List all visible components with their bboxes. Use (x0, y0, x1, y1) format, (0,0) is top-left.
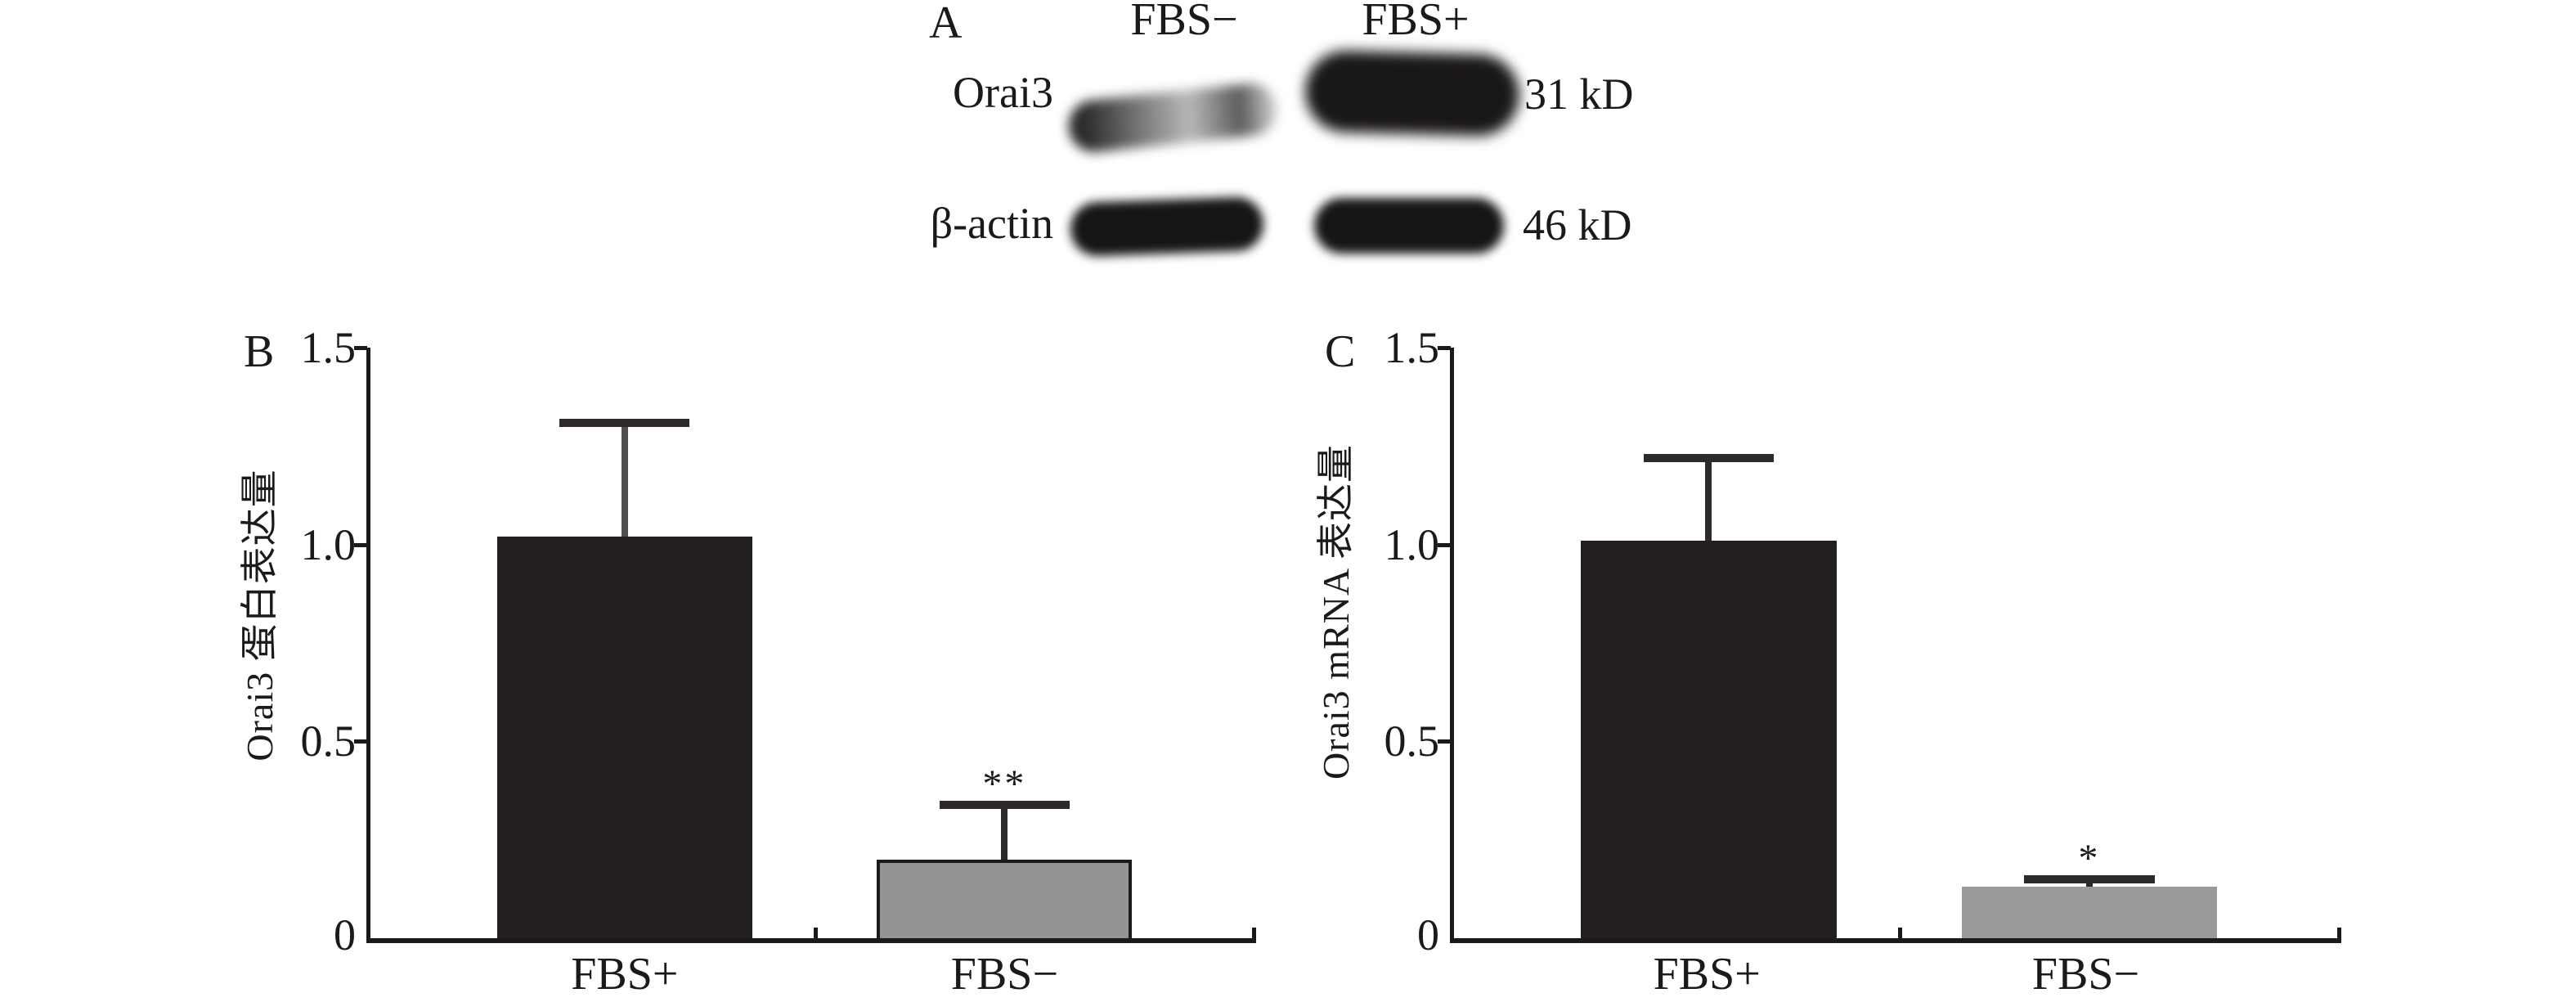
panel-c-label: C (1325, 326, 1356, 377)
x-category-fbs-plus: FBS+ (571, 949, 679, 1000)
x-category-fbs-minus: FBS− (950, 949, 1059, 1000)
x-tick (2337, 928, 2341, 938)
bar-FBS+ (1581, 540, 1837, 938)
lane-header-fbs-minus: FBS− (1130, 0, 1238, 45)
x-tick (1252, 928, 1256, 938)
blot-band-orai3-fbs-plus (1304, 49, 1521, 137)
significance-label: * (2078, 837, 2101, 880)
y-tick-label: 0 (1417, 910, 1439, 959)
lane-header-fbs-plus: FBS+ (1362, 0, 1470, 45)
blot-band-actin-fbs-plus (1314, 198, 1504, 254)
y-axis-title-b: Orai3 蛋白表达量 (239, 469, 280, 762)
y-tick (354, 739, 367, 744)
plot-area-c: 1.5 1.0 0.5 0 FBS+ FBS− * (1384, 326, 2341, 997)
error-bar-cap (1643, 453, 1775, 462)
y-tick (1438, 739, 1451, 744)
protein-label-orai3: Orai3 (953, 68, 1053, 117)
y-tick-label: 0 (334, 910, 356, 959)
molecular-weight-46kd: 46 kD (1523, 200, 1632, 249)
error-bar-line (621, 423, 628, 537)
y-tick-label: 0.5 (1384, 717, 1440, 766)
x-category-fbs-plus: FBS+ (1653, 949, 1761, 1000)
y-tick (1438, 542, 1451, 547)
y-tick-label: 1.5 (1384, 323, 1440, 372)
bar-FBS+ (496, 537, 752, 938)
error-bar-line (2085, 880, 2093, 887)
error-bar-cap (939, 800, 1070, 809)
y-tick-label: 1.0 (1384, 519, 1440, 569)
y-tick-label: 1.5 (300, 323, 357, 372)
molecular-weight-31kd: 31 kD (1524, 70, 1634, 119)
blot-band-actin-fbs-minus (1069, 195, 1265, 258)
y-tick (354, 542, 367, 547)
error-bar-cap (2024, 875, 2155, 883)
bar-FBS− (1961, 887, 2218, 938)
protein-label-beta-actin: β-actin (930, 199, 1053, 248)
plot-area-b: 1.5 1.0 0.5 0 FBS+ FBS− ** (301, 326, 1256, 997)
panel-a: A FBS− FBS+ Orai3 31 kD β-actin 46 kD (900, 0, 1676, 294)
error-bar-line (1705, 458, 1712, 541)
panel-a-label: A (929, 0, 963, 48)
panel-b-label: B (244, 326, 275, 377)
y-axis-title-c: Orai3 mRNA 表达量 (1315, 443, 1357, 780)
y-tick (1438, 346, 1451, 350)
y-tick (354, 346, 367, 350)
x-tick (813, 928, 818, 938)
y-tick-label: 1.0 (300, 519, 357, 569)
error-bar-line (1001, 805, 1008, 860)
error-bar-cap (559, 418, 690, 427)
bar-FBS− (877, 859, 1133, 938)
x-category-fbs-minus: FBS− (2031, 949, 2140, 1000)
y-tick-label: 0.5 (300, 717, 357, 766)
x-tick (1897, 928, 1902, 938)
significance-label: ** (982, 762, 1027, 806)
